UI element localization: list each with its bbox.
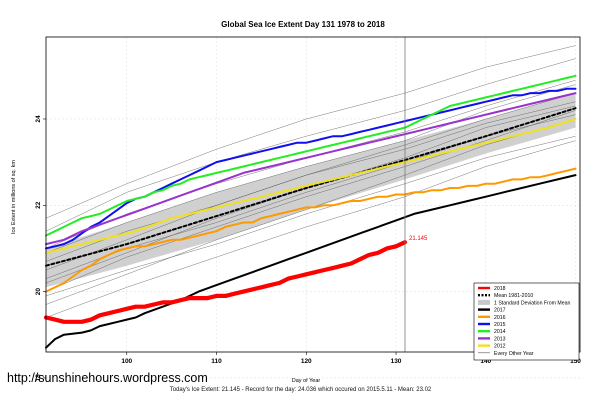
legend-label: 2014 (494, 329, 506, 335)
background-year-line (45, 84, 576, 254)
y-axis-label: Ice Extent in millions of sq. km (11, 160, 17, 234)
watermark-url: http://sunshinehours.wordpress.com (7, 371, 208, 385)
x-tick-label: 130 (391, 358, 402, 365)
series-line-mean-1981-2010 (45, 107, 577, 267)
background-year-line (45, 135, 576, 297)
series-line-2013 (45, 92, 577, 246)
legend-swatch-band (478, 299, 490, 305)
x-tick-label: 140 (480, 358, 491, 365)
highlighted-series (43, 74, 577, 349)
chart-title: Global Sea Ice Extent Day 131 1978 to 20… (221, 20, 385, 29)
background-year-line (45, 118, 576, 305)
x-axis-label: Day of Year (292, 378, 321, 384)
y-tick-label: 18 (35, 374, 42, 382)
series-line-2016 (45, 167, 577, 293)
x-tick-label: 150 (570, 358, 581, 365)
x-tick-label: 100 (121, 358, 132, 365)
background-year-line (45, 140, 576, 318)
background-year-line (45, 58, 576, 232)
y-tick-label: 24 (35, 115, 42, 123)
legend-label: 2012 (494, 344, 506, 350)
series-line-2018 (43, 240, 408, 324)
legend-label: Every Other Year (494, 351, 534, 357)
series-line-2014 (45, 74, 577, 237)
background-year-line (45, 45, 576, 219)
current-value-label: 21.145 (409, 236, 428, 242)
legend-label: 2018 (494, 286, 506, 292)
series-line-2017 (45, 174, 577, 349)
background-year-line (45, 101, 576, 271)
plot-border (45, 36, 581, 353)
footer-caption: Today's Ice Extent: 21.145 - Record for … (169, 387, 432, 393)
series-line-2012 (45, 118, 577, 254)
legend-label: 2015 (494, 322, 506, 328)
y-tick-label: 20 (35, 288, 42, 296)
background-year-line (45, 110, 576, 292)
x-tick-label: 110 (211, 358, 222, 365)
legend-label: 2016 (494, 315, 506, 321)
legend-label: Mean 1981-2010 (494, 293, 533, 299)
axes: 21.145 100 110 120 130 140 150 18 20 22 24 (35, 36, 581, 382)
std-dev-band (46, 93, 576, 288)
legend-label: 2017 (494, 308, 506, 314)
y-tick-label: 22 (35, 201, 42, 209)
background-years (45, 45, 576, 318)
legend-label: 1 Standard Deviation From Mean (494, 300, 571, 306)
legend-box (473, 282, 580, 361)
x-tick-label: 120 (301, 358, 312, 365)
legend-label: 2013 (494, 336, 506, 342)
